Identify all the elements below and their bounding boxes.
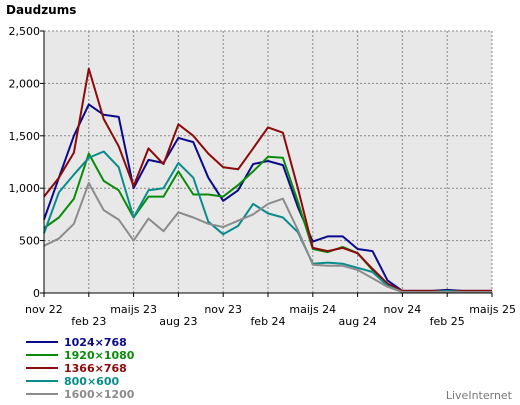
legend-label: 800×600 bbox=[64, 375, 119, 388]
x-tick-label: feb 23 bbox=[71, 315, 106, 328]
x-tick-label: aug 24 bbox=[338, 315, 376, 328]
x-tick-label: aug 23 bbox=[159, 315, 197, 328]
y-tick-label: 1,500 bbox=[9, 130, 41, 143]
y-tick-label: 2,000 bbox=[9, 77, 41, 90]
y-tick-label: 500 bbox=[19, 235, 40, 248]
y-tick-label: 0 bbox=[33, 287, 40, 300]
series-line bbox=[43, 67, 492, 292]
x-tick-label: nov 24 bbox=[384, 303, 422, 316]
x-tick-label: maijs 24 bbox=[289, 303, 336, 316]
series-line bbox=[43, 182, 492, 293]
y-tick-label: 2,500 bbox=[9, 25, 41, 38]
x-tick-label: maijs 23 bbox=[110, 303, 157, 316]
legend-label: 1366×768 bbox=[64, 362, 127, 375]
y-axis: 0 500 1,000 1,500 2,000 2,500 bbox=[9, 25, 44, 300]
x-tick-label: feb 25 bbox=[430, 315, 465, 328]
legend-label: 1024×768 bbox=[64, 336, 127, 349]
legend-label: 1600×1200 bbox=[64, 388, 135, 401]
legend-label: 1920×1080 bbox=[64, 349, 135, 362]
x-tick-label: maijs 25 bbox=[469, 303, 516, 316]
x-tick-label: feb 24 bbox=[250, 315, 285, 328]
legend: 1024×7681920×10801366×768800×6001600×120… bbox=[26, 336, 135, 401]
watermark: LiveInternet bbox=[446, 389, 513, 402]
x-tick-label: nov 23 bbox=[204, 303, 242, 316]
y-tick-label: 1,000 bbox=[9, 182, 41, 195]
x-tick-label: nov 22 bbox=[25, 303, 63, 316]
grid bbox=[44, 30, 493, 293]
series-lines bbox=[43, 67, 492, 293]
chart-title: Daudzums bbox=[6, 3, 76, 17]
